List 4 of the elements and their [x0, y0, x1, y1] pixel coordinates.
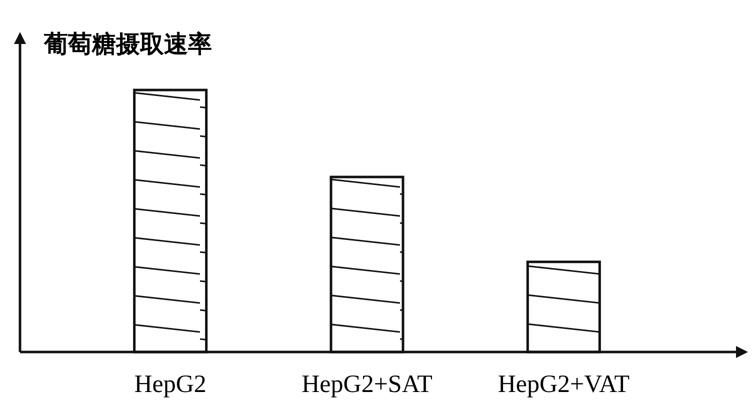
x-tick-label: HepG2+SAT: [302, 371, 432, 398]
x-tick-label: HepG2: [134, 371, 206, 398]
y-axis-title: 葡萄糖摄取速率: [43, 31, 212, 58]
x-tick-label: HepG2+VAT: [498, 371, 630, 398]
